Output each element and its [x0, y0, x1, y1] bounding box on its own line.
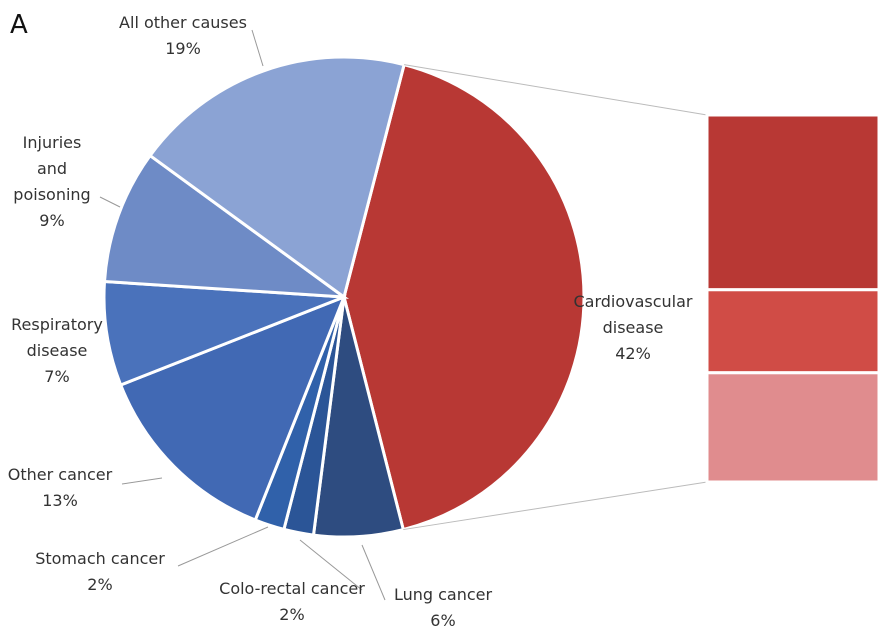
- slice-value-label: 42%: [615, 344, 651, 363]
- slice-value-label: 19%: [165, 39, 201, 58]
- slice-label: Cardiovascular disease: [573, 292, 693, 337]
- slice-value-label: 13%: [42, 491, 78, 510]
- connector: [404, 64, 708, 116]
- slice-label: Other cancer: [7, 465, 113, 484]
- slice-value-label: 9%: [39, 211, 65, 230]
- bar-segment: [705, 371, 879, 484]
- pie-slice: [147, 55, 406, 300]
- slice-label: Stomach cancer: [35, 549, 165, 568]
- slice-label: Respiratory disease: [11, 315, 103, 360]
- leader-line: [121, 477, 163, 485]
- slice-label: All other causes: [119, 13, 247, 32]
- leader-line: [251, 29, 264, 67]
- bar-segment: [705, 288, 879, 375]
- slice-value-label: 6%: [430, 611, 456, 630]
- slice-label: Lung cancer: [393, 585, 493, 604]
- leader-line: [299, 539, 363, 591]
- leader-line: [177, 526, 269, 567]
- slice-label: Injuries and poisoning: [13, 133, 91, 204]
- panel-label: A: [10, 10, 28, 40]
- slice-value-label: 2%: [279, 605, 305, 624]
- pie-slice: [102, 153, 350, 299]
- pie-slice: [118, 294, 347, 522]
- leader-line: [361, 544, 386, 601]
- pie-slice: [102, 279, 345, 387]
- slice-label: Colo-rectal cancer: [219, 579, 365, 598]
- leader-line: [99, 196, 121, 208]
- slice-value-label: 7%: [44, 367, 70, 386]
- slice-value-label: 2%: [87, 575, 113, 594]
- bar-segment: [705, 113, 879, 292]
- pie-slice: [342, 62, 586, 532]
- connector: [403, 481, 708, 531]
